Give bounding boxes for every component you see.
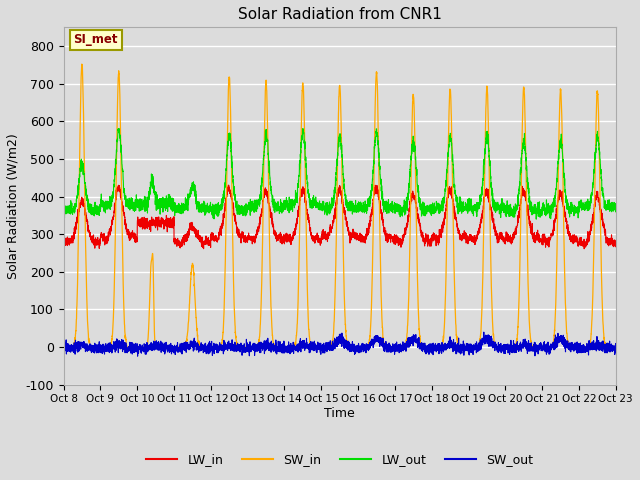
LW_in — [433, 235, 441, 240]
SW_out — [611, 342, 619, 348]
LW_out — [611, 204, 619, 210]
SW_out — [319, 349, 327, 355]
LW_out — [114, 126, 122, 132]
Line: SW_out: SW_out — [63, 332, 616, 356]
LW_out — [495, 205, 502, 211]
SW_in — [60, 344, 67, 350]
SW_out — [495, 348, 503, 354]
LW_out — [159, 209, 167, 215]
SW_in — [495, 344, 502, 350]
Legend: LW_in, SW_in, LW_out, SW_out: LW_in, SW_in, LW_out, SW_out — [141, 448, 538, 471]
Text: SI_met: SI_met — [74, 34, 118, 47]
LW_in — [611, 240, 619, 245]
SW_out — [134, 353, 141, 359]
SW_in — [319, 344, 327, 350]
LW_out — [532, 216, 540, 222]
SW_out — [612, 348, 620, 354]
X-axis label: Time: Time — [324, 407, 355, 420]
SW_out — [159, 347, 167, 353]
LW_out — [319, 202, 327, 208]
LW_in — [612, 244, 620, 250]
LW_in — [115, 182, 122, 188]
LW_out — [433, 203, 441, 208]
SW_out — [480, 329, 488, 335]
LW_in — [319, 227, 327, 233]
SW_in — [612, 344, 620, 350]
Line: LW_out: LW_out — [63, 129, 616, 219]
SW_in — [78, 61, 86, 67]
Title: Solar Radiation from CNR1: Solar Radiation from CNR1 — [237, 7, 442, 22]
Y-axis label: Solar Radiation (W/m2): Solar Radiation (W/m2) — [7, 133, 20, 279]
LW_out — [612, 207, 620, 213]
SW_in — [611, 344, 619, 350]
LW_in — [159, 218, 167, 224]
LW_out — [463, 204, 471, 209]
SW_in — [433, 344, 441, 350]
SW_out — [463, 348, 471, 354]
SW_in — [463, 344, 471, 350]
LW_in — [60, 240, 67, 246]
Line: SW_in: SW_in — [63, 64, 616, 347]
LW_in — [463, 237, 471, 243]
LW_out — [60, 204, 67, 210]
SW_in — [159, 344, 167, 350]
LW_in — [495, 239, 502, 245]
SW_out — [433, 348, 441, 353]
SW_out — [60, 343, 67, 349]
Line: LW_in: LW_in — [63, 185, 616, 249]
LW_in — [580, 246, 588, 252]
